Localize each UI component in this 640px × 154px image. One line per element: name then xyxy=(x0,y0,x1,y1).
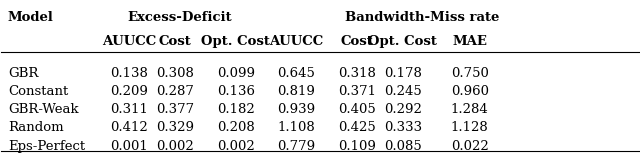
Text: 0.109: 0.109 xyxy=(338,140,376,152)
Text: 0.002: 0.002 xyxy=(217,140,255,152)
Text: Cost: Cost xyxy=(340,35,373,48)
Text: Model: Model xyxy=(8,11,54,24)
Text: 0.333: 0.333 xyxy=(384,122,422,134)
Text: 1.108: 1.108 xyxy=(278,122,316,134)
Text: 0.819: 0.819 xyxy=(278,85,316,98)
Text: AUUCC: AUUCC xyxy=(269,35,324,48)
Text: 0.136: 0.136 xyxy=(217,85,255,98)
Text: 1.284: 1.284 xyxy=(451,103,488,116)
Text: 0.245: 0.245 xyxy=(384,85,422,98)
Text: 1.128: 1.128 xyxy=(451,122,488,134)
Text: GBR-Weak: GBR-Weak xyxy=(8,103,78,116)
Text: 0.318: 0.318 xyxy=(338,67,376,80)
Text: 0.371: 0.371 xyxy=(338,85,376,98)
Text: 0.412: 0.412 xyxy=(110,122,148,134)
Text: 0.085: 0.085 xyxy=(384,140,422,152)
Text: Constant: Constant xyxy=(8,85,68,98)
Text: 0.329: 0.329 xyxy=(156,122,194,134)
Text: Cost: Cost xyxy=(158,35,191,48)
Text: 0.292: 0.292 xyxy=(384,103,422,116)
Text: 0.022: 0.022 xyxy=(451,140,488,152)
Text: 0.099: 0.099 xyxy=(217,67,255,80)
Text: 0.779: 0.779 xyxy=(277,140,316,152)
Text: Excess-Deficit: Excess-Deficit xyxy=(127,11,232,24)
Text: 0.001: 0.001 xyxy=(110,140,148,152)
Text: 0.377: 0.377 xyxy=(156,103,194,116)
Text: 0.208: 0.208 xyxy=(217,122,255,134)
Text: 0.308: 0.308 xyxy=(156,67,194,80)
Text: GBR: GBR xyxy=(8,67,38,80)
Text: 0.209: 0.209 xyxy=(110,85,148,98)
Text: 0.311: 0.311 xyxy=(110,103,148,116)
Text: 0.182: 0.182 xyxy=(217,103,255,116)
Text: 0.287: 0.287 xyxy=(156,85,194,98)
Text: Random: Random xyxy=(8,122,63,134)
Text: 0.405: 0.405 xyxy=(338,103,376,116)
Text: Bandwidth-Miss rate: Bandwidth-Miss rate xyxy=(345,11,499,24)
Text: Opt. Cost: Opt. Cost xyxy=(202,35,270,48)
Text: 0.645: 0.645 xyxy=(278,67,316,80)
Text: AUUCC: AUUCC xyxy=(102,35,156,48)
Text: 0.960: 0.960 xyxy=(451,85,489,98)
Text: Opt. Cost: Opt. Cost xyxy=(369,35,437,48)
Text: Eps-Perfect: Eps-Perfect xyxy=(8,140,85,152)
Text: 0.178: 0.178 xyxy=(384,67,422,80)
Text: 0.002: 0.002 xyxy=(156,140,193,152)
Text: MAE: MAE xyxy=(452,35,487,48)
Text: 0.425: 0.425 xyxy=(338,122,376,134)
Text: 0.939: 0.939 xyxy=(277,103,316,116)
Text: 0.138: 0.138 xyxy=(110,67,148,80)
Text: 0.750: 0.750 xyxy=(451,67,489,80)
